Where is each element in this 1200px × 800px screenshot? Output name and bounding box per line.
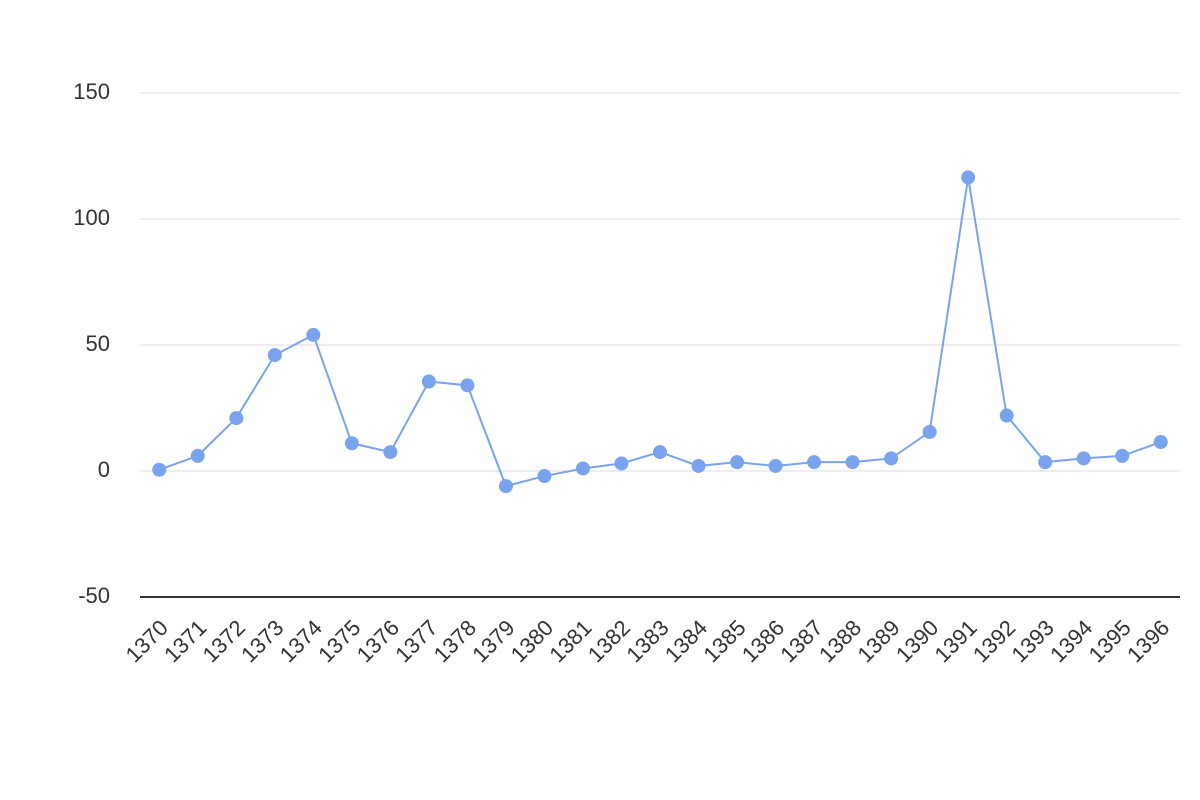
point [1115, 448, 1130, 463]
point [691, 458, 706, 473]
point [190, 448, 205, 463]
y-tick-label: -50 [78, 583, 110, 608]
x-tick-label: 1384 [660, 615, 712, 667]
point [306, 327, 321, 342]
x-tick-label: 1374 [275, 615, 327, 667]
point [421, 374, 436, 389]
point [614, 456, 629, 471]
point [922, 424, 937, 439]
point [768, 458, 783, 473]
point [267, 348, 282, 363]
point [1076, 451, 1091, 466]
point [1153, 435, 1168, 450]
x-tick-label: 1373 [236, 615, 288, 667]
point [884, 451, 899, 466]
y-tick-label: 100 [73, 205, 110, 230]
point [383, 445, 398, 460]
x-tick-label: 1382 [583, 615, 635, 667]
point [961, 170, 976, 185]
x-tick-label: 1393 [1007, 615, 1059, 667]
x-tick-label: 1386 [737, 615, 789, 667]
point [229, 411, 244, 426]
y-tick-label: 150 [73, 79, 110, 104]
point [575, 461, 590, 476]
x-tick-label: 1379 [467, 615, 519, 667]
x-tick-label: 1383 [621, 615, 673, 667]
point [730, 455, 745, 470]
point [653, 445, 667, 460]
y-tick-label: 50 [86, 331, 110, 356]
x-tick-label: 1385 [698, 615, 750, 667]
x-tick-label: 1381 [544, 615, 596, 667]
x-tick-label: 1394 [1045, 615, 1097, 667]
point [1038, 455, 1053, 470]
x-tick-label: 1395 [1084, 615, 1136, 667]
x-tick-label: 1380 [506, 615, 558, 667]
point [344, 436, 359, 451]
point [498, 479, 513, 494]
point [807, 455, 822, 470]
x-tick-label: 1396 [1122, 615, 1174, 667]
x-tick-label: 1388 [814, 615, 866, 667]
x-tick-label: 1387 [775, 615, 827, 667]
point [845, 455, 860, 470]
x-tick-label: 1391 [930, 615, 982, 667]
x-tick-label: 1372 [198, 615, 250, 667]
x-tick-label: 1370 [121, 615, 173, 667]
x-tick-label: 1378 [429, 615, 481, 667]
x-tick-label: 1377 [390, 615, 442, 667]
point [460, 378, 475, 393]
point [999, 408, 1014, 423]
point [152, 462, 167, 477]
x-tick-label: 1390 [891, 615, 943, 667]
x-tick-label: 1376 [352, 615, 404, 667]
x-tick-label: 1392 [968, 615, 1020, 667]
x-tick-label: 1389 [852, 615, 904, 667]
y-tick-label: 0 [98, 457, 110, 482]
x-tick-label: 1375 [313, 615, 365, 667]
point [537, 469, 552, 484]
x-tick-label: 1371 [159, 615, 211, 667]
